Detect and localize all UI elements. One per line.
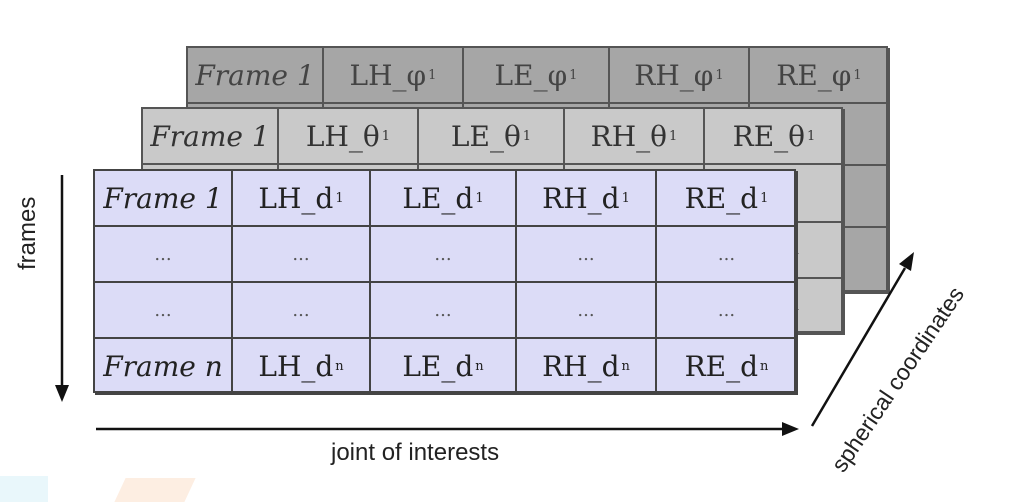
d-header-cell-subscript: 1 — [335, 190, 344, 206]
theta-header-cell-text: RH_θ — [590, 119, 668, 153]
phi-header-cell: RE_φ 1 — [750, 48, 890, 104]
joint-axis-label: joint of interests — [331, 439, 500, 466]
d-data-cell: ... — [517, 227, 657, 283]
d-last-row-cell-subscript: n — [335, 358, 344, 374]
d-last-row-cell-text: LH_d — [258, 349, 334, 383]
d-last-row-cell-text: RE_d — [684, 349, 759, 383]
theta-header-cell-subscript: 1 — [807, 128, 816, 144]
d-data-cell-text: ... — [434, 243, 452, 265]
theta-header-cell: RE_θ 1 — [705, 109, 845, 165]
d-data-cell: ... — [233, 227, 371, 283]
phi-header-cell-text: RE_φ — [776, 58, 852, 92]
decorative-shape — [114, 478, 196, 502]
phi-header-cell-text: LH_φ — [349, 58, 427, 92]
d-header-cell: RH_d 1 — [517, 171, 657, 227]
d-last-row-cell-text: LE_d — [402, 349, 474, 383]
phi-header-cell: Frame 1 — [188, 48, 324, 104]
theta-header-cell-subscript: 1 — [669, 128, 678, 144]
d-data-cell: ... — [371, 283, 517, 339]
d-data-cell: ... — [657, 227, 798, 283]
phi-header-cell: RH_φ 1 — [610, 48, 750, 104]
d-last-row-cell: RE_d n — [657, 339, 798, 395]
d-header-cell-subscript: 1 — [475, 190, 484, 206]
d-header-cell-text: LH_d — [258, 181, 334, 215]
d-data-cell-text: ... — [577, 299, 595, 321]
d-last-row-cell: RH_d n — [517, 339, 657, 395]
d-data-cell-text: ... — [434, 299, 452, 321]
theta-header-cell-text: Frame 1 — [150, 119, 270, 153]
d-header-cell-text: Frame 1 — [103, 181, 223, 215]
theta-header-cell-text: LH_θ — [305, 119, 380, 153]
theta-header-cell-subscript: 1 — [381, 128, 391, 144]
d-data-cell-text: ... — [154, 243, 172, 265]
d-data-cell: ... — [371, 227, 517, 283]
theta-header-cell: LE_θ 1 — [419, 109, 565, 165]
d-last-row-cell-subscript: n — [475, 358, 484, 374]
theta-header-cell-text: RE_θ — [732, 119, 806, 153]
phi-header-cell-text: RH_φ — [634, 58, 714, 92]
d-data-cell-text: ... — [577, 243, 595, 265]
theta-header-cell: Frame 1 — [143, 109, 279, 165]
d-last-row-cell-subscript: n — [621, 358, 630, 374]
d-data-cell: ... — [657, 283, 798, 339]
d-data-cell-text: ... — [154, 299, 172, 321]
joint-arrowhead — [782, 422, 799, 436]
d-last-row-cell: LH_d n — [233, 339, 371, 395]
theta-header-cell: RH_θ 1 — [565, 109, 705, 165]
phi-header-cell-text: Frame 1 — [195, 58, 315, 92]
d-last-row-cell-text: Frame n — [103, 349, 223, 383]
theta-header-cell: LH_θ 1 — [279, 109, 419, 165]
d-data-cell-text: ... — [292, 243, 310, 265]
d-header-cell: LE_d 1 — [371, 171, 517, 227]
d-data-cell: ... — [95, 283, 233, 339]
phi-header-cell-subscript: 1 — [428, 67, 437, 83]
phi-header-cell: LE_φ 1 — [464, 48, 610, 104]
d-last-row-cell: Frame n — [95, 339, 233, 395]
theta-header-cell-subscript: 1 — [522, 128, 532, 144]
theta-header-cell-text: LE_θ — [450, 119, 521, 153]
frames-axis-label: frames — [14, 196, 41, 270]
d-data-cell: ... — [517, 283, 657, 339]
d-header-cell-subscript: 1 — [760, 190, 769, 206]
spherical-axis-line — [810, 267, 907, 427]
d-last-row-cell-text: RH_d — [542, 349, 620, 383]
phi-header-cell-subscript: 1 — [569, 67, 578, 83]
d-data-cell: ... — [233, 283, 371, 339]
d-data-cell-text: ... — [717, 299, 736, 321]
phi-header-cell-subscript: 1 — [853, 67, 862, 83]
d-header-cell: RE_d 1 — [657, 171, 798, 227]
d-header-cell-text: LE_d — [402, 181, 474, 215]
decorative-shape — [0, 476, 48, 502]
d-header-cell-text: RH_d — [542, 181, 620, 215]
phi-header-cell-subscript: 1 — [715, 67, 724, 83]
d-header-cell: Frame 1 — [95, 171, 233, 227]
d-data-cell: ... — [95, 227, 233, 283]
d-header-cell: LH_d 1 — [233, 171, 371, 227]
phi-header-cell: LH_φ 1 — [324, 48, 464, 104]
spherical-arrowhead — [899, 252, 914, 271]
distance-table-layer: Frame 1 LH_d 1 LE_d 1 RH_d 1 RE_d 1.............… — [93, 169, 798, 395]
d-data-cell-text: ... — [292, 299, 310, 321]
d-header-cell-text: RE_d — [684, 181, 759, 215]
d-header-cell-subscript: 1 — [621, 190, 630, 206]
phi-header-cell-text: LE_φ — [494, 58, 568, 92]
d-last-row-cell: LE_d n — [371, 339, 517, 395]
d-last-row-cell-subscript: n — [760, 358, 769, 374]
d-data-cell-text: ... — [717, 243, 736, 265]
frames-arrowhead — [55, 385, 69, 402]
